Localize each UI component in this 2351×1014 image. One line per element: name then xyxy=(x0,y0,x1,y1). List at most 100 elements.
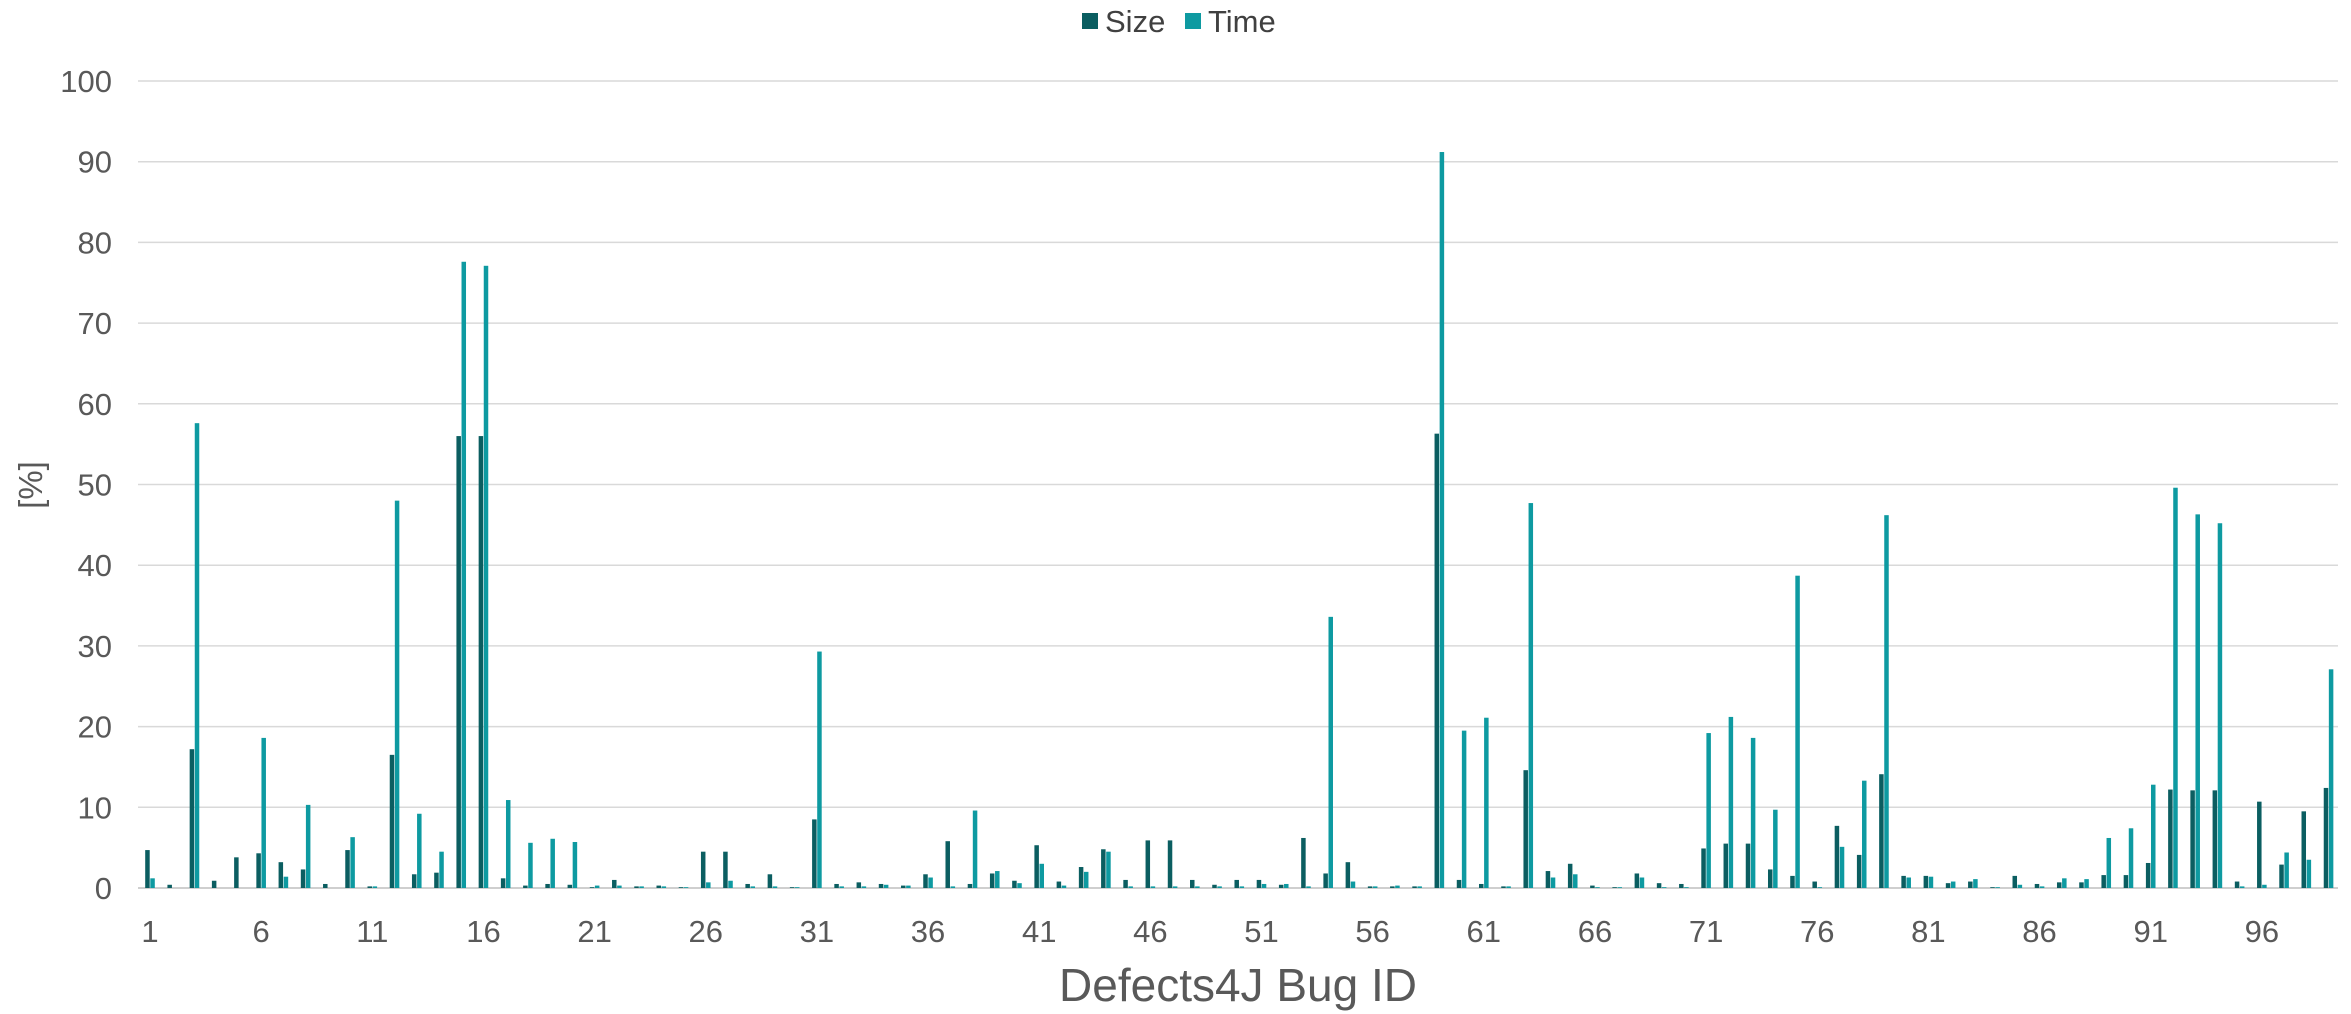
bar-time-7 xyxy=(283,876,289,888)
x-tick-label: 66 xyxy=(1578,914,1612,949)
bar-size-53 xyxy=(1301,837,1306,888)
bar-size-66 xyxy=(1590,885,1595,888)
bar-size-94 xyxy=(2212,790,2218,888)
bar-size-68 xyxy=(1634,873,1640,888)
bar-time-14 xyxy=(439,851,444,888)
bar-time-52 xyxy=(1284,883,1289,888)
bar-size-58 xyxy=(1412,886,1417,888)
x-tick-label: 96 xyxy=(2245,914,2279,949)
bar-size-18 xyxy=(523,885,528,888)
bar-time-16 xyxy=(483,265,489,888)
y-axis-ticks: 0 10 20 30 40 50 60 70 80 90 100 xyxy=(60,64,112,906)
bar-size-38 xyxy=(967,883,973,888)
x-tick-label: 41 xyxy=(1022,914,1056,949)
bar-size-48 xyxy=(1190,879,1195,888)
bar-time-86 xyxy=(2039,886,2045,888)
bar-time-97 xyxy=(2284,852,2289,888)
bar-size-40 xyxy=(1012,880,1017,888)
x-tick-label: 21 xyxy=(577,914,611,949)
bar-size-1 xyxy=(145,850,150,888)
bar-size-3 xyxy=(189,749,195,888)
bar-time-91 xyxy=(2151,784,2156,888)
bar-time-76 xyxy=(1817,887,1823,888)
bar-size-62 xyxy=(1501,886,1506,888)
bar-size-14 xyxy=(434,872,439,888)
bar-time-19 xyxy=(550,838,555,888)
bar-time-3 xyxy=(194,423,200,888)
bar-size-61 xyxy=(1479,883,1484,888)
bar-time-39 xyxy=(995,871,1000,888)
y-tick-label: 0 xyxy=(95,871,112,906)
bar-size-79 xyxy=(1879,774,1884,888)
bar-time-73 xyxy=(1750,737,1756,888)
bar-size-51 xyxy=(1256,879,1262,888)
y-axis-label: [%] xyxy=(12,461,49,509)
x-tick-label: 6 xyxy=(253,914,270,949)
bar-size-4 xyxy=(211,880,217,888)
bar-time-15 xyxy=(461,261,467,888)
bar-time-30 xyxy=(794,887,800,888)
bar-time-81 xyxy=(1928,876,1934,888)
bar-size-20 xyxy=(567,884,573,888)
bar-time-18 xyxy=(528,842,533,888)
bar-time-35 xyxy=(906,885,911,888)
bar-time-87 xyxy=(2062,878,2067,888)
bar-size-97 xyxy=(2279,864,2284,888)
grid-lines xyxy=(138,80,2338,889)
bar-size-39 xyxy=(989,873,995,888)
y-tick-label: 20 xyxy=(78,710,112,745)
bar-time-21 xyxy=(594,885,600,888)
bar-time-49 xyxy=(1217,886,1222,888)
bar-time-43 xyxy=(1083,871,1089,888)
bar-size-54 xyxy=(1323,873,1328,888)
bar-time-95 xyxy=(2239,886,2245,888)
legend: Size Time xyxy=(1082,4,1276,39)
bar-size-90 xyxy=(2123,875,2129,888)
bar-time-27 xyxy=(728,880,733,888)
bar-time-29 xyxy=(772,886,778,888)
bar-time-37 xyxy=(950,886,956,888)
x-tick-label: 26 xyxy=(689,914,723,949)
bar-size-2 xyxy=(167,884,172,888)
bar-time-58 xyxy=(1417,886,1422,888)
bar-time-33 xyxy=(861,886,867,888)
bar-size-74 xyxy=(1767,869,1773,888)
bar-size-60 xyxy=(1456,879,1462,888)
bars xyxy=(145,152,2334,888)
bar-time-36 xyxy=(928,877,933,888)
legend-swatch-time xyxy=(1185,13,1201,29)
bar-time-1 xyxy=(150,878,155,888)
bar-size-41 xyxy=(1034,845,1039,888)
bar-size-57 xyxy=(1390,886,1395,888)
bar-time-10 xyxy=(350,837,355,888)
bar-size-31 xyxy=(812,819,817,888)
bar-size-30 xyxy=(789,887,795,888)
bar-time-66 xyxy=(1595,887,1600,888)
bar-time-55 xyxy=(1350,881,1356,888)
bar-time-79 xyxy=(1884,515,1889,888)
bar-size-71 xyxy=(1701,848,1706,888)
bar-time-57 xyxy=(1395,885,1400,888)
bar-time-20 xyxy=(572,842,578,888)
x-tick-label: 86 xyxy=(2022,914,2056,949)
x-tick-label: 91 xyxy=(2133,914,2167,949)
bar-size-43 xyxy=(1078,867,1084,888)
bar-time-41 xyxy=(1039,863,1044,888)
bar-time-98 xyxy=(2306,859,2312,888)
bar-time-60 xyxy=(1461,730,1467,888)
bar-time-53 xyxy=(1306,886,1311,888)
bar-time-28 xyxy=(750,886,756,888)
bar-time-61 xyxy=(1484,717,1489,888)
bar-size-85 xyxy=(2012,875,2018,888)
bar-size-92 xyxy=(2168,789,2173,888)
bar-time-42 xyxy=(1061,885,1067,888)
bar-size-44 xyxy=(1101,849,1106,888)
bar-size-99 xyxy=(2323,787,2329,888)
bar-time-24 xyxy=(661,886,667,888)
bar-size-95 xyxy=(2234,881,2240,888)
bar-time-34 xyxy=(883,884,889,888)
bar-size-19 xyxy=(545,883,550,888)
bar-size-29 xyxy=(767,874,773,888)
bar-size-23 xyxy=(634,886,639,888)
